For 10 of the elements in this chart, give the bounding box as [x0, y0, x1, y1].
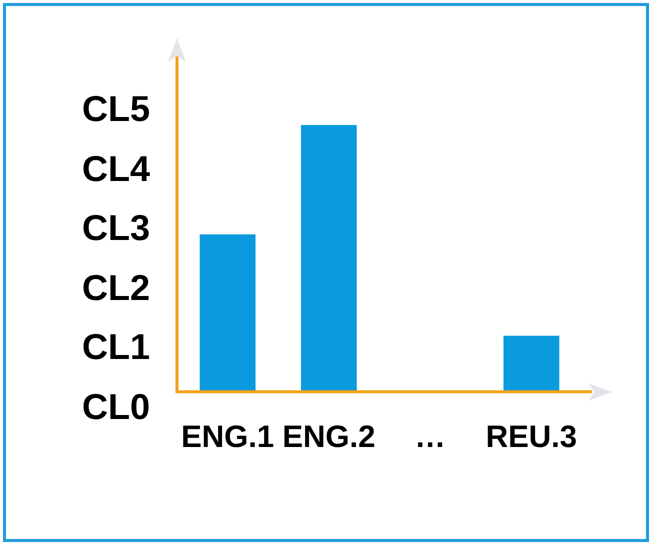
- text: CL5: [82, 88, 150, 130]
- text: CL1: [82, 326, 150, 368]
- x-tick-label: REU.3: [486, 418, 578, 454]
- x-tick-label: ENG.2: [282, 418, 376, 454]
- text: CL4: [82, 148, 150, 190]
- text: CL0: [82, 386, 150, 428]
- x-tick-label: ENG.1: [181, 418, 274, 454]
- x-tick-label: …: [414, 418, 446, 454]
- text: CL2: [82, 266, 150, 309]
- text: CL3: [82, 207, 150, 250]
